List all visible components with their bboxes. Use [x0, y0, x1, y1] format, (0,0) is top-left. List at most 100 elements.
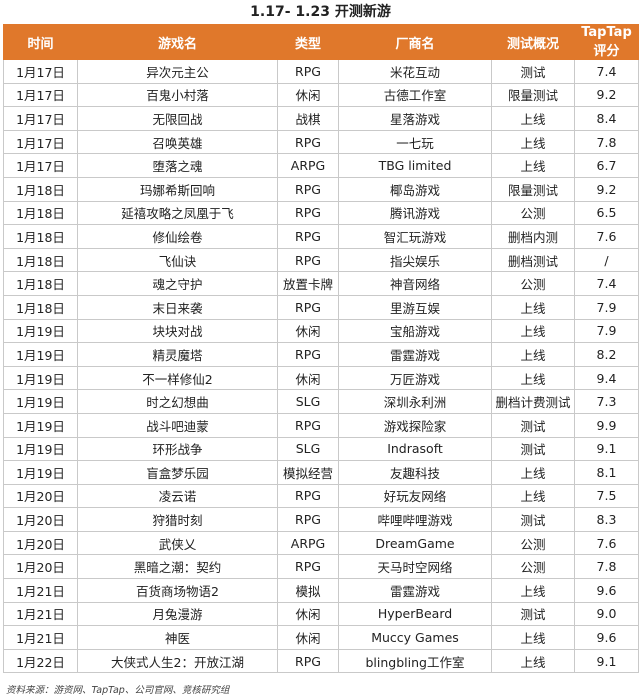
cell-genre: RPG — [277, 129, 339, 155]
cell-date: 1月17日 — [3, 153, 78, 178]
table-row: 1月18日 延禧攻略之凤凰于飞 RPG 腾讯游戏 公测 6.5 — [3, 200, 639, 226]
cell-genre: RPG — [277, 507, 339, 532]
cell-genre: 休闲 — [277, 625, 339, 650]
cell-genre: 休闲 — [277, 601, 339, 627]
cell-taptap-score: 7.8 — [574, 554, 639, 580]
cell-date: 1月18日 — [3, 271, 78, 296]
cell-genre: 休闲 — [277, 318, 339, 344]
cell-test-status: 公测 — [491, 530, 575, 556]
cell-publisher: 里游互娱 — [338, 294, 492, 320]
cell-taptap-score: 7.6 — [574, 224, 639, 249]
cell-test-status: 上线 — [491, 342, 575, 367]
cell-genre: RPG — [277, 247, 339, 273]
table-row: 1月19日 不一样修仙2 休闲 万匠游戏 上线 9.4 — [3, 365, 639, 391]
cell-game-name: 武侠乂 — [77, 530, 278, 556]
cell-date: 1月17日 — [3, 106, 78, 131]
cell-game-name: 狩猎时刻 — [77, 507, 278, 532]
cell-game-name: 环形战争 — [77, 436, 278, 462]
cell-date: 1月20日 — [3, 530, 78, 556]
cell-genre: RPG — [277, 59, 339, 84]
cell-date: 1月17日 — [3, 82, 78, 108]
cell-game-name: 精灵魔塔 — [77, 342, 278, 367]
table-row: 1月20日 黑暗之潮：契约 RPG 天马时空网络 公测 7.8 — [3, 554, 639, 580]
cell-genre: 放置卡牌 — [277, 271, 339, 296]
header-test-status: 测试概况 — [491, 24, 575, 60]
cell-test-status: 公测 — [491, 200, 575, 226]
cell-test-status: 上线 — [491, 365, 575, 391]
cell-taptap-score: / — [574, 247, 639, 273]
cell-game-name: 盲盒梦乐园 — [77, 460, 278, 485]
cell-game-name: 不一样修仙2 — [77, 365, 278, 391]
cell-date: 1月20日 — [3, 507, 78, 532]
table-row: 1月18日 修仙绘卷 RPG 智汇玩游戏 删档内测 7.6 — [3, 224, 639, 249]
table-row: 1月17日 无限回战 战棋 星落游戏 上线 8.4 — [3, 106, 639, 131]
table-row: 1月18日 魂之守护 放置卡牌 神音网络 公测 7.4 — [3, 271, 639, 296]
cell-game-name: 月兔漫游 — [77, 601, 278, 627]
cell-test-status: 公测 — [491, 271, 575, 296]
cell-game-name: 飞仙诀 — [77, 247, 278, 273]
cell-test-status: 上线 — [491, 625, 575, 650]
cell-game-name: 无限回战 — [77, 106, 278, 131]
table-row: 1月17日 百鬼小村落 休闲 古德工作室 限量测试 9.2 — [3, 82, 639, 108]
table-row: 1月21日 神医 休闲 Muccy Games 上线 9.6 — [3, 625, 639, 650]
cell-publisher: TBG limited — [338, 153, 492, 178]
cell-taptap-score: 6.5 — [574, 200, 639, 226]
cell-genre: RPG — [277, 554, 339, 580]
cell-genre: 休闲 — [277, 82, 339, 108]
table-body: 1月17日 异次元主公 RPG 米花互动 测试 7.4 1月17日 百鬼小村落 休闲 古德工作室限… — [3, 59, 639, 674]
cell-test-status: 测试 — [491, 601, 575, 627]
table-row: 1月19日 盲盒梦乐园 模拟经营 友趣科技 上线 8.1 — [3, 460, 639, 485]
header-genre: 类型 — [277, 24, 339, 60]
table-row: 1月22日 大侠式人生2：开放江湖 RPG blingbling工作室 上线 9.1 — [3, 648, 639, 674]
cell-game-name: 时之幻想曲 — [77, 389, 278, 414]
cell-taptap-score: 7.5 — [574, 483, 639, 509]
cell-test-status: 上线 — [491, 106, 575, 131]
cell-taptap-score: 7.9 — [574, 294, 639, 320]
header-publisher: 厂商名 — [338, 24, 492, 60]
cell-publisher: Indrasoft — [338, 436, 492, 462]
cell-test-status: 上线 — [491, 318, 575, 344]
cell-date: 1月19日 — [3, 342, 78, 367]
new-games-table: 时间 游戏名 类型 厂商名 测试概况 TapTap评分 1月17日 异次元主公 RP… — [3, 24, 639, 674]
table-row: 1月17日 召唤英雄 RPG 一七玩 上线 7.8 — [3, 129, 639, 155]
cell-genre: RPG — [277, 224, 339, 249]
cell-game-name: 战斗吧迪蒙 — [77, 412, 278, 438]
cell-game-name: 玛娜希斯回响 — [77, 176, 278, 202]
table-row: 1月19日 块块对战 休闲 宝船游戏 上线 7.9 — [3, 318, 639, 344]
header-row: 时间 游戏名 类型 厂商名 测试概况 TapTap评分 — [3, 24, 639, 60]
cell-taptap-score: 9.4 — [574, 365, 639, 391]
cell-publisher: 腾讯游戏 — [338, 200, 492, 226]
cell-genre: 模拟经营 — [277, 460, 339, 485]
cell-publisher: 游戏探险家 — [338, 412, 492, 438]
cell-publisher: 椰岛游戏 — [338, 176, 492, 202]
cell-taptap-score: 9.0 — [574, 601, 639, 627]
cell-publisher: 万匠游戏 — [338, 365, 492, 391]
cell-game-name: 块块对战 — [77, 318, 278, 344]
cell-genre: RPG — [277, 342, 339, 367]
cell-taptap-score: 9.2 — [574, 176, 639, 202]
cell-publisher: HyperBeard — [338, 601, 492, 627]
cell-taptap-score: 9.9 — [574, 412, 639, 438]
cell-genre: SLG — [277, 389, 339, 414]
cell-publisher: 神音网络 — [338, 271, 492, 296]
table-title: 1.17- 1.23 开测新游 — [250, 4, 391, 20]
cell-game-name: 百鬼小村落 — [77, 82, 278, 108]
cell-test-status: 限量测试 — [491, 82, 575, 108]
cell-taptap-score: 8.1 — [574, 460, 639, 485]
cell-publisher: 雷霆游戏 — [338, 342, 492, 367]
cell-taptap-score: 7.4 — [574, 59, 639, 84]
cell-test-status: 上线 — [491, 648, 575, 674]
cell-publisher: 米花互动 — [338, 59, 492, 84]
cell-genre: RPG — [277, 412, 339, 438]
header-date: 时间 — [3, 24, 78, 60]
header-game-name: 游戏名 — [77, 24, 278, 60]
cell-test-status: 测试 — [491, 412, 575, 438]
cell-genre: RPG — [277, 648, 339, 674]
table-row: 1月20日 凌云诺 RPG 好玩友网络 上线 7.5 — [3, 483, 639, 509]
cell-date: 1月19日 — [3, 412, 78, 438]
cell-test-status: 上线 — [491, 460, 575, 485]
cell-taptap-score: 7.4 — [574, 271, 639, 296]
cell-test-status: 上线 — [491, 483, 575, 509]
table-row: 1月19日 环形战争 SLG Indrasoft 测试 9.1 — [3, 436, 639, 462]
cell-publisher: 指尖娱乐 — [338, 247, 492, 273]
